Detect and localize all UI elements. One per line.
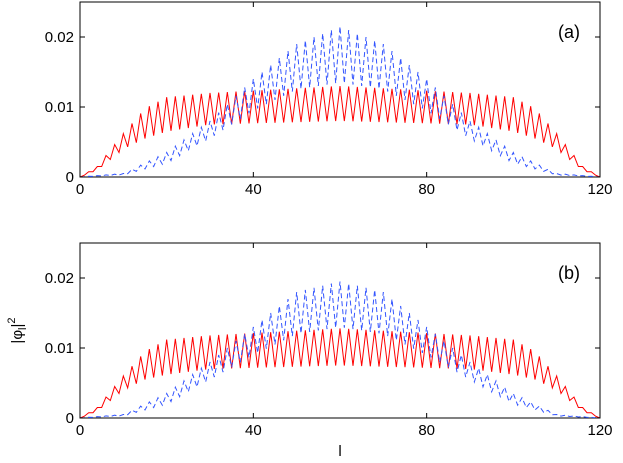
x-tick-label: 0 [76,422,84,439]
x-tick-label: 40 [245,422,262,439]
y-tick-label: 0.01 [45,99,74,116]
panel-b: 0 40 80 120 0 0.01 0.02 (b) l |φl|2 [6,242,613,460]
series-dashed-line [80,26,600,177]
panel-a: 0 40 80 120 0 0.01 0.02 (a) [45,1,613,198]
panel-label: (b) [558,263,580,283]
series-solid-line [80,328,600,418]
x-tick-label: 80 [418,181,435,198]
y-axis-label: |φl|2 [6,317,29,343]
x-tick-label: 40 [245,181,262,198]
y-tick-label: 0 [66,410,74,427]
x-tick-label: 80 [418,422,435,439]
x-axis-label: l [338,443,341,460]
y-tick-label: 0.02 [45,29,74,46]
y-tick-label: 0.02 [45,270,74,287]
series-solid-line [80,85,600,177]
x-tick-label: 0 [76,181,84,198]
panel-label: (a) [558,22,580,42]
y-tick-label: 0.01 [45,340,74,357]
x-tick-label: 120 [587,422,612,439]
series-dashed-line [80,281,600,418]
y-tick-label: 0 [66,169,74,186]
x-tick-label: 120 [587,181,612,198]
